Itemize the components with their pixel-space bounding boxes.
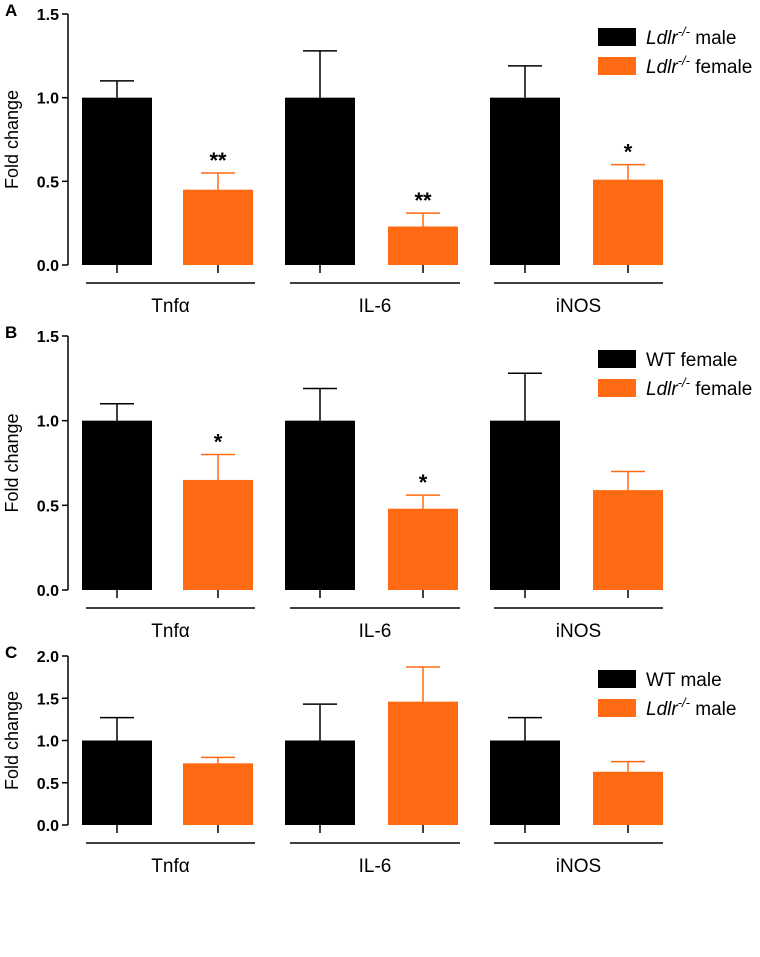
panel-c: C 0.0 0.5 1.0 1.5 2.0 Fold change Tnfα IL-6 iNOS W… (2, 643, 736, 877)
y-axis-title: Fold change (2, 691, 22, 790)
panel-label: B (5, 323, 17, 342)
category-label: IL-6 (359, 621, 392, 642)
legend-swatch (598, 28, 636, 46)
bar-orange (183, 479, 253, 590)
bar-black (285, 420, 355, 590)
legend-swatch (598, 699, 636, 717)
y-tick-label: 2.0 (37, 649, 59, 666)
bar-orange (593, 771, 663, 825)
category-label: Tnfα (151, 296, 189, 317)
bar-black (490, 97, 560, 266)
significance-label: ** (414, 188, 432, 213)
y-axis-title: Fold change (2, 413, 22, 512)
y-tick-label: 0.5 (37, 776, 59, 793)
bar-black (490, 420, 560, 590)
y-tick-label: 1.0 (37, 734, 59, 751)
legend-label: Ldlr-/- male (646, 24, 736, 49)
bar-orange (183, 763, 253, 825)
y-tick-label: 1.5 (37, 691, 59, 708)
bar-black (82, 420, 152, 590)
y-axis-title: Fold change (2, 90, 22, 189)
panel-a: A 0.0 0.5 1.0 1.5 Fold change Tnfα ** IL-6 ** iNOS… (2, 1, 752, 317)
y-tick-label: 1.5 (37, 7, 59, 24)
bar-orange (388, 701, 458, 825)
bar-black (285, 97, 355, 266)
significance-label: ** (209, 148, 227, 173)
legend-swatch (598, 57, 636, 75)
bar-orange (593, 490, 663, 590)
y-tick-label: 0.0 (37, 818, 59, 835)
category-label: iNOS (556, 296, 601, 317)
panel-b: B 0.0 0.5 1.0 1.5 Fold change Tnfα * IL-6 * iNOS WT… (2, 323, 752, 642)
legend-swatch (598, 379, 636, 397)
bar-orange (388, 508, 458, 590)
bar-black (285, 740, 355, 825)
legend-label: Ldlr-/- female (646, 53, 752, 78)
legend-label: WT female (646, 350, 738, 371)
legend-label: Ldlr-/- female (646, 375, 752, 400)
significance-label: * (624, 140, 633, 165)
bar-orange (593, 179, 663, 265)
category-label: IL-6 (359, 296, 392, 317)
bar-black (82, 97, 152, 266)
y-tick-label: 0.5 (37, 498, 59, 515)
category-label: Tnfα (151, 856, 189, 877)
y-tick-label: 1.5 (37, 329, 59, 346)
significance-label: * (214, 430, 223, 455)
category-label: IL-6 (359, 856, 392, 877)
y-tick-label: 1.0 (37, 414, 59, 431)
bar-black (82, 740, 152, 825)
bar-black (490, 740, 560, 825)
legend-swatch (598, 670, 636, 688)
legend-label: WT male (646, 670, 722, 691)
category-label: iNOS (556, 856, 601, 877)
legend-label: Ldlr-/- male (646, 695, 736, 720)
panel-label: C (5, 643, 17, 662)
y-tick-label: 0.5 (37, 174, 59, 191)
bar-orange (183, 189, 253, 265)
panel-label: A (5, 1, 17, 20)
category-label: iNOS (556, 621, 601, 642)
category-label: Tnfα (151, 621, 189, 642)
y-tick-label: 0.0 (37, 258, 59, 275)
significance-label: * (419, 470, 428, 495)
legend-swatch (598, 350, 636, 368)
y-tick-label: 0.0 (37, 583, 59, 600)
y-tick-label: 1.0 (37, 91, 59, 108)
bar-orange (388, 226, 458, 265)
